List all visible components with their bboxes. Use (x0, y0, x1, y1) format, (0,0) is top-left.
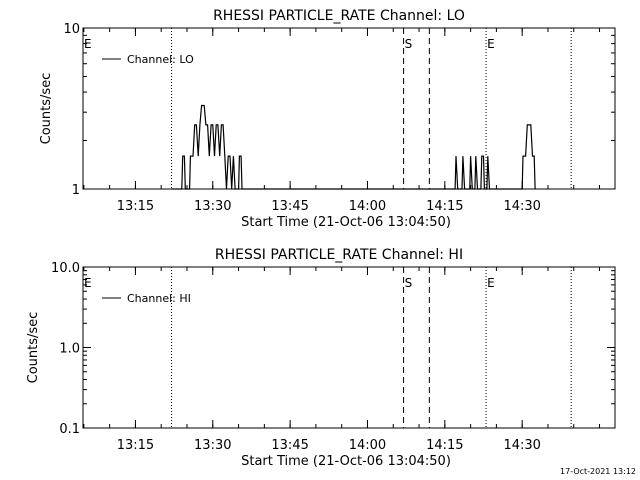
event-marker-label: E (487, 37, 495, 51)
x-axis-label: Start Time (21-Oct-06 13:04:50) (241, 454, 451, 469)
y-tick-label: 10 (63, 22, 80, 37)
chart-title: RHESSI PARTICLE_RATE Channel: HI (215, 247, 463, 263)
y-tick-label: 0.1 (59, 422, 80, 437)
legend-label: Channel: LO (127, 53, 194, 66)
y-axis-label: Counts/sec (26, 312, 41, 384)
chart-panel-1: RHESSI PARTICLE_RATE Channel: LO Start Ti… (39, 8, 616, 230)
event-marker-label: E (84, 37, 92, 51)
y-tick-label: 10.0 (51, 261, 80, 276)
x-axis-label: Start Time (21-Oct-06 13:04:50) (241, 215, 451, 230)
x-tick-label: 14:00 (349, 199, 386, 214)
event-marker-label: E (84, 276, 92, 290)
x-tick-label: 14:30 (503, 199, 540, 214)
x-tick-label: 13:15 (117, 199, 154, 214)
y-axis-label: Counts/sec (39, 73, 54, 145)
x-tick-label: 14:30 (503, 438, 540, 453)
legend-label: Channel: HI (127, 292, 191, 305)
event-marker-label: E (487, 276, 495, 290)
chart-title: RHESSI PARTICLE_RATE Channel: LO (213, 8, 465, 24)
series-line (171, 104, 536, 190)
x-tick-label: 14:15 (426, 438, 463, 453)
x-tick-label: 13:45 (271, 199, 308, 214)
x-tick-label: 14:00 (349, 438, 386, 453)
chart-panel-2: RHESSI PARTICLE_RATE Channel: HI Start Ti… (26, 247, 616, 469)
y-tick-label: 1 (72, 183, 80, 198)
event-marker-label: S (405, 276, 413, 290)
x-tick-label: 13:30 (194, 199, 231, 214)
event-marker-label: S (405, 37, 413, 51)
x-tick-label: 13:30 (194, 438, 231, 453)
footer-timestamp: 17-Oct-2021 13:12 (560, 467, 636, 476)
x-tick-label: 13:15 (117, 438, 154, 453)
x-tick-label: 14:15 (426, 199, 463, 214)
x-tick-label: 13:45 (271, 438, 308, 453)
y-tick-label: 1.0 (59, 342, 80, 357)
